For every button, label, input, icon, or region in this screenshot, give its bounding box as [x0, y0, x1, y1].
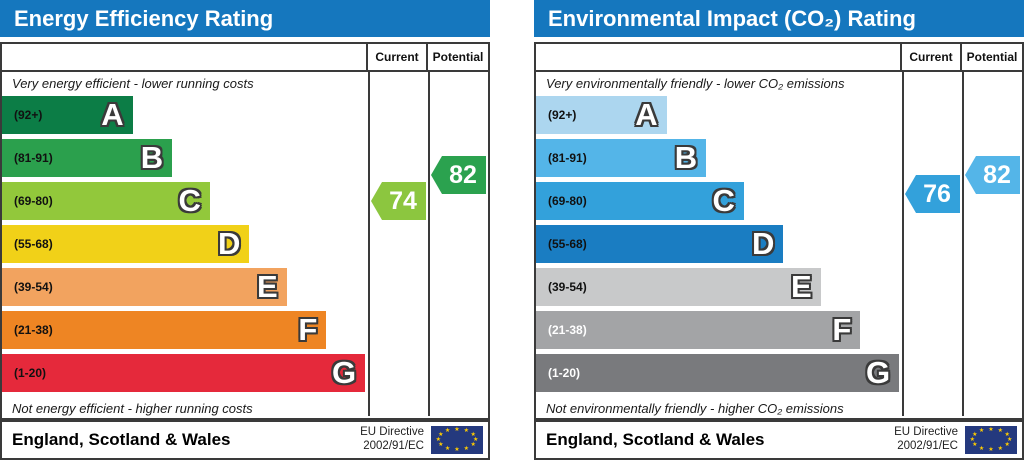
band-range-label: (69-80): [548, 194, 587, 208]
band-range-label: (21-38): [548, 323, 587, 337]
footer-region-label: England, Scotland & Wales: [546, 430, 765, 449]
band-row-b: (81-91) B: [536, 139, 707, 177]
band-row-f: (21-38) F: [536, 311, 861, 349]
potential-rating-arrow: 82: [965, 156, 1020, 194]
band-chart: Very environmentally friendly - lower CO…: [536, 72, 904, 416]
footer-region-label: England, Scotland & Wales: [12, 430, 231, 449]
band-letter: C: [712, 183, 735, 218]
band-row-g: (1-20) G: [2, 354, 366, 392]
band-letter: D: [752, 226, 775, 261]
current-rating-arrow: 76: [905, 175, 960, 213]
eu-directive-line1: EU Directive: [894, 426, 958, 439]
top-caption: Very energy efficient - lower running co…: [12, 76, 254, 91]
bands: (92+) A (81-91) B (69-80) C (55-68): [2, 96, 368, 397]
band-range-label: (39-54): [14, 280, 53, 294]
bottom-caption: Not environmentally friendly - higher CO…: [546, 401, 844, 416]
potential-value-column: 82: [964, 72, 1022, 416]
rating-table: Current Potential Very environmentally f…: [534, 42, 1024, 420]
potential-rating-arrow: 82: [431, 156, 486, 194]
band-range-label: (92+): [548, 108, 577, 122]
eu-flag-icon: ★ ★ ★ ★ ★ ★ ★ ★ ★ ★ ★ ★: [965, 426, 1017, 454]
band-range-label: (1-20): [548, 366, 581, 380]
eu-directive-line2: 2002/91/EC: [897, 440, 958, 452]
band-letter: A: [101, 97, 124, 132]
rating-table: Current Potential Very energy efficient …: [0, 42, 490, 420]
band-letter: E: [791, 269, 812, 304]
environmental-impact-panel: Environmental Impact (CO₂) Rating Curren…: [534, 0, 1024, 460]
potential-column-header: Potential: [432, 50, 484, 64]
panel-title: Energy Efficiency Rating: [0, 0, 490, 37]
band-range-label: (92+): [14, 108, 43, 122]
band-row-c: (69-80) C: [2, 182, 210, 220]
band-row-a: (92+) A: [536, 96, 667, 134]
band-row-d: (55-68) D: [536, 225, 784, 263]
table-body: Very energy efficient - lower running co…: [2, 72, 488, 416]
band-letter: F: [298, 312, 318, 347]
band-letter: E: [257, 269, 278, 304]
eu-directive-label: EU Directive 2002/91/EC: [360, 426, 431, 454]
band-range-label: (81-91): [14, 151, 53, 165]
band-row-g: (1-20) G: [536, 354, 900, 392]
header-spacer: [2, 44, 368, 70]
potential-column-header: Potential: [966, 50, 1018, 64]
footer-bar: England, Scotland & Wales EU Directive 2…: [0, 420, 490, 460]
bands: (92+) A (81-91) B (69-80) C (55-68): [536, 96, 902, 397]
band-letter: G: [865, 355, 891, 390]
header-spacer: [536, 44, 902, 70]
band-chart: Very energy efficient - lower running co…: [2, 72, 370, 416]
band-letter: F: [832, 312, 852, 347]
eu-flag-icon: ★ ★ ★ ★ ★ ★ ★ ★ ★ ★ ★ ★: [431, 426, 483, 454]
current-column-header: Current: [368, 44, 428, 70]
band-range-label: (21-38): [14, 323, 53, 337]
band-range-label: (69-80): [14, 194, 53, 208]
band-row-a: (92+) A: [2, 96, 133, 134]
band-letter: G: [331, 355, 357, 390]
band-row-b: (81-91) B: [2, 139, 173, 177]
band-range-label: (39-54): [548, 280, 587, 294]
band-range-label: (55-68): [14, 237, 53, 251]
band-letter: B: [674, 140, 698, 175]
eu-directive-line1: EU Directive: [360, 426, 424, 439]
band-row-d: (55-68) D: [2, 225, 250, 263]
table-header-row: Current Potential: [2, 44, 488, 72]
band-row-f: (21-38) F: [2, 311, 327, 349]
potential-value-column: 82: [430, 72, 488, 416]
current-value-column: 76: [904, 72, 964, 416]
current-column-header: Current: [902, 44, 962, 70]
eu-directive-label: EU Directive 2002/91/EC: [894, 426, 965, 454]
top-caption: Very environmentally friendly - lower CO…: [546, 76, 845, 91]
band-letter: D: [218, 226, 241, 261]
band-letter: B: [140, 140, 164, 175]
panel-title: Environmental Impact (CO₂) Rating: [534, 0, 1024, 37]
band-row-c: (69-80) C: [536, 182, 744, 220]
band-range-label: (55-68): [548, 237, 587, 251]
band-letter: C: [178, 183, 201, 218]
table-body: Very environmentally friendly - lower CO…: [536, 72, 1022, 416]
eu-directive-line2: 2002/91/EC: [363, 440, 424, 452]
band-row-e: (39-54) E: [2, 268, 287, 306]
table-header-row: Current Potential: [536, 44, 1022, 72]
bottom-caption: Not energy efficient - higher running co…: [12, 401, 253, 416]
band-range-label: (1-20): [14, 366, 47, 380]
band-row-e: (39-54) E: [536, 268, 821, 306]
band-range-label: (81-91): [548, 151, 587, 165]
current-value-column: 74: [370, 72, 430, 416]
current-rating-arrow: 74: [371, 182, 426, 220]
band-letter: A: [635, 97, 658, 132]
footer-bar: England, Scotland & Wales EU Directive 2…: [534, 420, 1024, 460]
energy-efficiency-panel: Energy Efficiency Rating Current Potenti…: [0, 0, 490, 460]
